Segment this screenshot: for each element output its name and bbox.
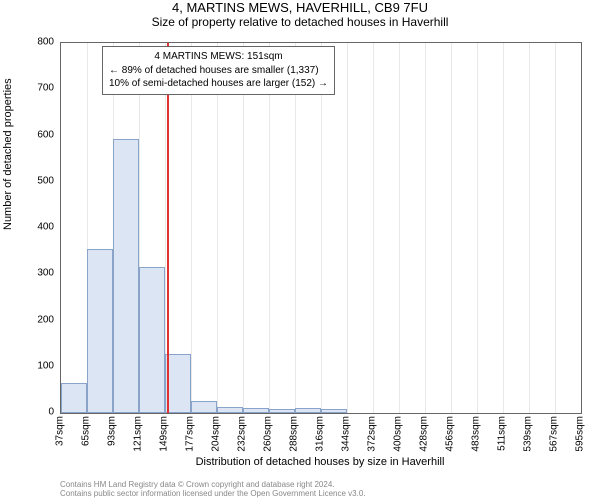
page-subtitle: Size of property relative to detached ho…	[0, 15, 600, 29]
gridline	[503, 43, 504, 413]
gridline	[191, 43, 192, 413]
x-tick-label: 456sqm	[445, 416, 456, 452]
x-tick-label: 93sqm	[107, 416, 118, 446]
x-tick-label: 232sqm	[236, 416, 247, 452]
gridline	[347, 43, 348, 413]
gridline	[425, 43, 426, 413]
gridline	[243, 43, 244, 413]
histogram-bar	[269, 409, 295, 413]
y-tick-label: 600	[14, 129, 54, 140]
y-tick-label: 300	[14, 268, 54, 279]
histogram-bar	[321, 409, 347, 413]
histogram-plot	[60, 42, 582, 414]
property-marker-line	[167, 43, 169, 413]
x-tick-label: 344sqm	[341, 416, 352, 452]
histogram-bar	[295, 408, 321, 413]
x-tick-label: 65sqm	[81, 416, 92, 446]
gridline	[477, 43, 478, 413]
x-tick-label: 204sqm	[210, 416, 221, 452]
y-tick-label: 800	[14, 37, 54, 48]
info-line-1: 4 MARTINS MEWS: 151sqm	[109, 50, 328, 64]
gridline	[295, 43, 296, 413]
x-tick-label: 260sqm	[262, 416, 273, 452]
page-title: 4, MARTINS MEWS, HAVERHILL, CB9 7FU	[0, 0, 600, 15]
marker-info-box: 4 MARTINS MEWS: 151sqm ← 89% of detached…	[102, 46, 335, 95]
histogram-bar	[243, 408, 269, 413]
histogram-bar	[217, 407, 243, 413]
y-axis-label: Number of detached properties	[2, 78, 14, 230]
x-tick-label: 372sqm	[367, 416, 378, 452]
gridline	[217, 43, 218, 413]
gridline	[451, 43, 452, 413]
gridline	[555, 43, 556, 413]
x-tick-label: 121sqm	[133, 416, 144, 452]
y-tick-label: 100	[14, 360, 54, 371]
x-tick-label: 483sqm	[470, 416, 481, 452]
y-tick-label: 400	[14, 222, 54, 233]
info-line-2: ← 89% of detached houses are smaller (1,…	[109, 64, 328, 78]
x-tick-label: 595sqm	[575, 416, 586, 452]
x-tick-label: 37sqm	[55, 416, 66, 446]
y-tick-label: 500	[14, 175, 54, 186]
y-tick-label: 700	[14, 83, 54, 94]
x-tick-label: 149sqm	[159, 416, 170, 452]
x-tick-label: 288sqm	[288, 416, 299, 452]
y-tick-label: 0	[14, 407, 54, 418]
footer-line-1: Contains HM Land Registry data © Crown c…	[60, 480, 580, 489]
gridline	[529, 43, 530, 413]
x-tick-label: 428sqm	[419, 416, 430, 452]
footer-attribution: Contains HM Land Registry data © Crown c…	[60, 480, 580, 498]
gridline	[373, 43, 374, 413]
x-tick-label: 177sqm	[185, 416, 196, 452]
footer-line-2: Contains public sector information licen…	[60, 489, 580, 498]
histogram-bar	[113, 139, 139, 413]
gridline	[399, 43, 400, 413]
x-tick-label: 400sqm	[393, 416, 404, 452]
histogram-bar	[191, 401, 217, 413]
x-tick-label: 539sqm	[522, 416, 533, 452]
info-line-3: 10% of semi-detached houses are larger (…	[109, 77, 328, 91]
y-tick-label: 200	[14, 314, 54, 325]
histogram-bar	[165, 354, 191, 413]
histogram-bar	[87, 249, 113, 413]
histogram-bar	[139, 267, 165, 413]
x-tick-label: 316sqm	[315, 416, 326, 452]
gridline	[321, 43, 322, 413]
x-tick-label: 567sqm	[548, 416, 559, 452]
histogram-bar	[61, 383, 87, 413]
gridline	[269, 43, 270, 413]
x-tick-label: 511sqm	[496, 416, 507, 451]
x-axis-label: Distribution of detached houses by size …	[60, 456, 580, 468]
